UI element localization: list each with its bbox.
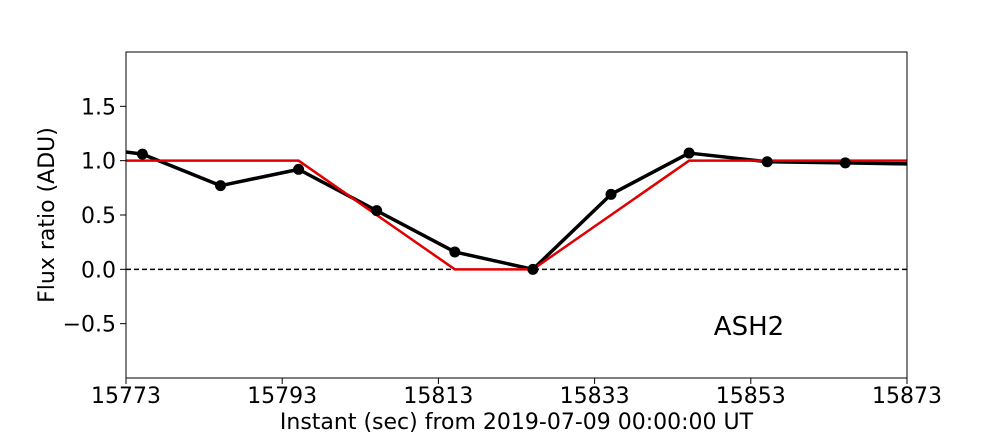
plot-area: [126, 147, 907, 275]
observed-data-point: [371, 205, 383, 217]
observed-data-point: [136, 148, 148, 160]
observed-data-point: [215, 180, 227, 192]
x-tick-label: 15833: [560, 384, 630, 409]
observed-data-point: [839, 157, 851, 169]
observed-data-point: [293, 163, 305, 175]
y-axis-label: Flux ratio (ADU): [35, 127, 60, 303]
x-axis-label: Instant (sec) from 2019-07-09 00:00:00 U…: [280, 410, 754, 432]
observed-flux-line: [126, 150, 907, 272]
x-tick-label: 15773: [91, 384, 161, 409]
y-tick-label: 1.0: [81, 150, 116, 175]
x-tick-label: 15853: [716, 384, 786, 409]
observed-data-point: [683, 147, 695, 159]
y-tick-label: 1.5: [81, 95, 116, 120]
observed-data-point: [449, 246, 461, 258]
y-axis: −0.5 0.0 0.5 1.0 1.5: [63, 95, 126, 338]
x-tick-label: 15813: [403, 384, 473, 409]
x-tick-label: 15873: [872, 384, 942, 409]
x-axis: 15773 15793 15813 15833 15853 15873: [91, 378, 942, 409]
x-tick-label: 15793: [247, 384, 317, 409]
y-tick-label: 0.0: [81, 258, 116, 283]
observed-data-point: [605, 188, 617, 200]
station-annotation: ASH2: [714, 312, 784, 342]
observed-data-point: [527, 263, 539, 275]
y-tick-label: −0.5: [63, 313, 116, 338]
model-flux-line: [126, 159, 907, 271]
y-tick-label: 0.5: [81, 204, 116, 229]
observed-data-point: [761, 156, 773, 168]
